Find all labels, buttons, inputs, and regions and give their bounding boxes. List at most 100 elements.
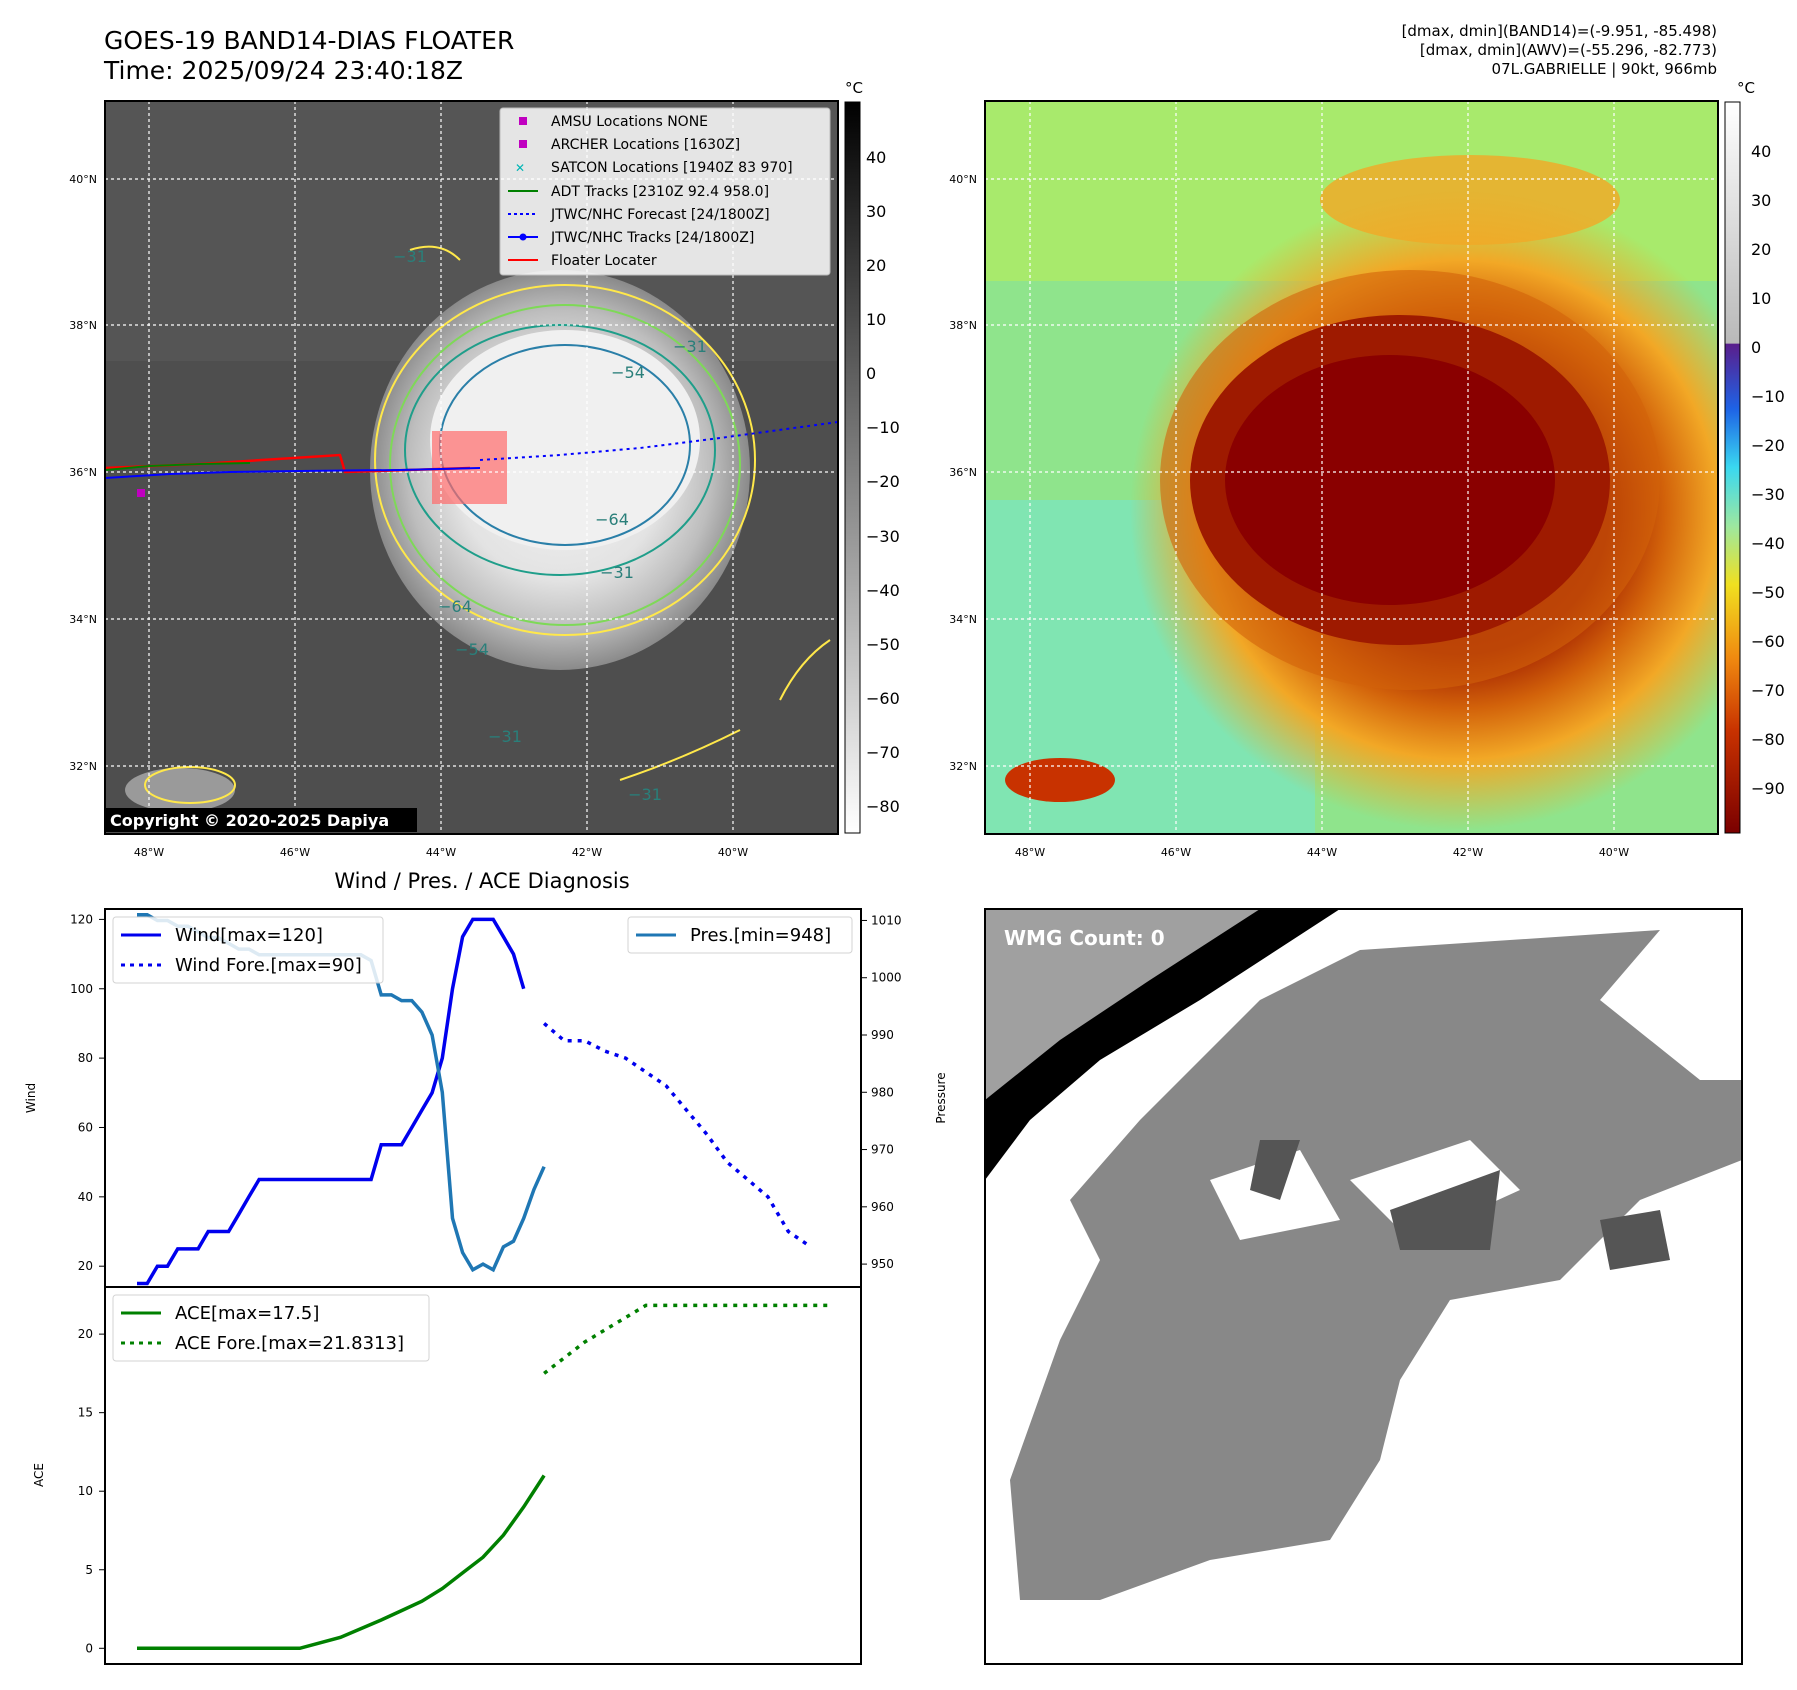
legend-wind: Wind[max=120] <box>175 925 323 946</box>
lat-label: 38°N <box>69 319 97 332</box>
awv-colorbar-unit: °C <box>1737 79 1755 97</box>
lon-label: 46°W <box>1161 846 1191 859</box>
ir-colorbar-tick: −50 <box>866 635 900 654</box>
lon-label: 46°W <box>280 846 310 859</box>
awv-colorbar-tick: −60 <box>1751 632 1785 651</box>
awv-colorbar-tick: 40 <box>1751 142 1771 161</box>
pressure-tick-label: 980 <box>871 1085 894 1099</box>
title-satellite: GOES-19 BAND14-DIAS FLOATER <box>104 26 515 55</box>
ir-colorbar-tick: −80 <box>866 797 900 816</box>
pressure-axis-label: Pressure <box>934 1072 948 1123</box>
pressure-tick-label: 1000 <box>871 971 902 985</box>
pressure-legend: Pres.[min=948] <box>627 916 853 954</box>
lat-label: 32°N <box>69 760 97 773</box>
lat-label: 40°N <box>69 173 97 186</box>
legend-adt: ADT Tracks [2310Z 92.4 958.0] <box>551 184 769 200</box>
wind-axis-label: Wind <box>24 1083 38 1113</box>
ace-chart: 0 5 10 15 20 ACE ACE[max=17.5] ACE Fore.[max… <box>32 1286 862 1665</box>
lat-label: 36°N <box>949 466 977 479</box>
jtwc-forecast-track <box>479 421 838 461</box>
series-line-wind-forecast <box>542 1022 810 1247</box>
legend-wind-forecast: Wind Fore.[max=90] <box>175 955 362 976</box>
lat-label: 32°N <box>949 760 977 773</box>
awv-colorbar-tick: 10 <box>1751 289 1771 308</box>
archer-location-marker <box>137 489 145 497</box>
contour-label: −31 <box>488 727 522 746</box>
ir-colorbar-tick: −60 <box>866 689 900 708</box>
legend-jtwc-tracks: JTWC/NHC Tracks [24/1800Z] <box>550 230 754 246</box>
svg-text:✕: ✕ <box>515 161 525 175</box>
pressure-tick-label: 1010 <box>871 913 902 927</box>
lon-label: 40°W <box>1599 846 1629 859</box>
ir-colorbar-tick: −20 <box>866 472 900 491</box>
lon-label: 48°W <box>134 846 164 859</box>
ace-axis-label: ACE <box>32 1463 46 1487</box>
legend-amsu: AMSU Locations NONE <box>551 114 708 130</box>
info-band14: [dmax, dmin](BAND14)=(-9.951, -85.498) <box>1401 22 1717 40</box>
ir-colorbar-tick: 40 <box>866 148 886 167</box>
ir-colorbar-tick: 20 <box>866 256 886 275</box>
awv-colorbar-tick: −70 <box>1751 681 1785 700</box>
series-line-wind <box>137 917 526 1286</box>
legend-ace-forecast: ACE Fore.[max=21.8313] <box>175 1333 404 1354</box>
dmax-dmin-info: [dmax, dmin](BAND14)=(-9.951, -85.498) [… <box>1402 22 1717 79</box>
lat-label: 36°N <box>69 466 97 479</box>
ir-colorbar-tick: 0 <box>866 364 876 383</box>
copyright-label: Copyright © 2020-2025 Dapiya <box>110 811 389 830</box>
awv-colorbar-tick: −90 <box>1751 779 1785 798</box>
ace-tick-label: 15 <box>78 1406 93 1420</box>
awv-colorbar-tick: 30 <box>1751 191 1771 210</box>
diagnosis-title: Wind / Pres. / ACE Diagnosis <box>334 869 629 893</box>
ace-tick-label: 10 <box>78 1484 93 1498</box>
legend-pressure: Pres.[min=948] <box>690 925 831 946</box>
adt-track <box>105 462 251 471</box>
lat-label: 34°N <box>949 613 977 626</box>
contour-label: −31 <box>673 337 707 356</box>
contour-label: −54 <box>611 363 645 382</box>
lat-label: 34°N <box>69 613 97 626</box>
legend-floater: Floater Locater <box>551 253 657 269</box>
wind-tick-label: 40 <box>78 1190 93 1204</box>
lon-label: 40°W <box>718 846 748 859</box>
ir-colorbar-tick: 30 <box>866 202 886 221</box>
contour-label: −64 <box>595 510 629 529</box>
pressure-tick-label: 950 <box>871 1257 894 1271</box>
ace-tick-label: 20 <box>78 1327 93 1341</box>
wind-tick-label: 100 <box>70 982 93 996</box>
pressure-tick-label: 990 <box>871 1028 894 1042</box>
wmg-count-label: WMG Count: 0 <box>1004 926 1165 950</box>
contour-label: −54 <box>455 640 489 659</box>
title-time: Time: 2025/09/24 23:40:18Z <box>104 56 463 85</box>
pressure-tick-label: 960 <box>871 1200 894 1214</box>
awv-colorbar-tick: −50 <box>1751 583 1785 602</box>
awv-colorbar <box>1724 101 1741 834</box>
wind-legend: Wind[max=120] Wind Fore.[max=90] <box>112 916 384 984</box>
jtwc-track <box>105 467 481 479</box>
awv-colorbar-tick: 0 <box>1751 338 1761 357</box>
contour-label: −64 <box>438 597 472 616</box>
info-storm: 07L.GABRIELLE | 90kt, 966mb <box>1491 60 1717 78</box>
ace-tick-label: 0 <box>85 1641 93 1655</box>
lon-label: 44°W <box>426 846 456 859</box>
contour-label: −31 <box>600 563 634 582</box>
lon-label: 44°W <box>1307 846 1337 859</box>
legend-satcon: SATCON Locations [1940Z 83 970] <box>551 160 793 176</box>
lon-label: 42°W <box>572 846 602 859</box>
wind-tick-label: 60 <box>78 1120 93 1134</box>
legend-ace: ACE[max=17.5] <box>175 1303 319 1324</box>
ir-colorbar-tick: −70 <box>866 743 900 762</box>
awv-colorbar-tick: −10 <box>1751 387 1785 406</box>
awv-colorbar-tick: −30 <box>1751 485 1785 504</box>
awv-colorbar-tick: −80 <box>1751 730 1785 749</box>
contour-label: −31 <box>393 247 427 266</box>
ace-legend: ACE[max=17.5] ACE Fore.[max=21.8313] <box>112 1294 430 1362</box>
ir-colorbar-tick: −40 <box>866 581 900 600</box>
awv-colorbar-tick: 20 <box>1751 240 1771 259</box>
ir-legend: ✕ AMSU Locations NONE ARCHER Locations [… <box>499 107 831 276</box>
chart-title: GOES-19 BAND14-DIAS FLOATER Time: 2025/0… <box>104 26 514 86</box>
wind-tick-label: 120 <box>70 912 93 926</box>
lat-label: 40°N <box>949 173 977 186</box>
lon-label: 42°W <box>1453 846 1483 859</box>
pressure-tick-label: 970 <box>871 1143 894 1157</box>
